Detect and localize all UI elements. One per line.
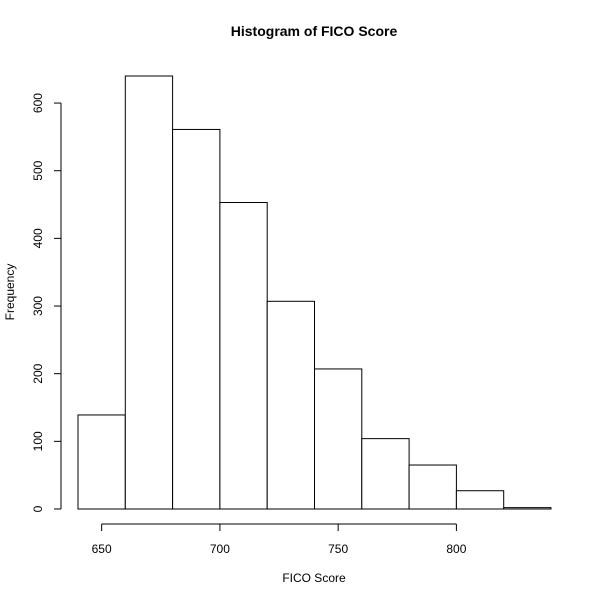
y-tick-label: 100 (31, 431, 45, 451)
chart-title: Histogram of FICO Score (231, 23, 398, 39)
bars-group (77, 75, 552, 510)
histogram-bar (408, 464, 457, 510)
y-tick-label: 600 (31, 93, 45, 113)
y-tick-label: 500 (31, 160, 45, 180)
histogram-bar (503, 507, 552, 510)
y-tick-label: 300 (31, 296, 45, 316)
histogram-bar (314, 368, 363, 510)
x-axis-label: FICO Score (282, 571, 346, 585)
histogram-bar (77, 414, 126, 510)
histogram-bar (172, 128, 221, 510)
x-tick-label: 650 (92, 542, 112, 556)
y-axis: 0 100 200 300 400 500 600 (31, 93, 62, 512)
x-tick-label: 700 (210, 542, 230, 556)
x-tick-label: 800 (446, 542, 466, 556)
histogram-bar (361, 438, 410, 510)
histogram-bar (219, 202, 268, 510)
y-tick-label: 400 (31, 228, 45, 248)
x-tick-label: 750 (328, 542, 348, 556)
y-axis-label: Frequency (3, 264, 17, 321)
histogram-bar (124, 75, 174, 510)
histogram-bar (455, 490, 505, 510)
x-axis: 650 700 750 800 (92, 523, 467, 556)
y-tick-label: 200 (31, 363, 45, 383)
histogram-bar (266, 300, 316, 510)
y-tick-label: 0 (31, 505, 45, 512)
